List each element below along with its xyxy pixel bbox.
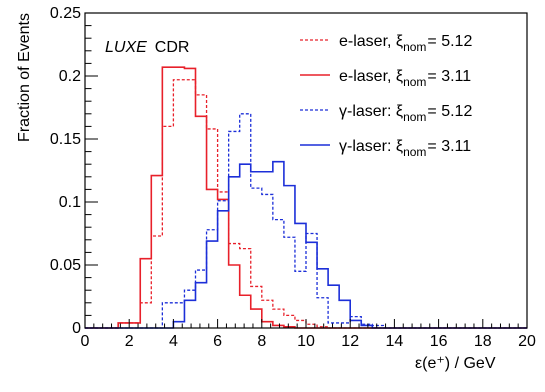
- legend-label-main: γ-laser: ξ: [339, 138, 403, 155]
- legend-label-subscript: nom: [403, 40, 426, 54]
- x-tick-label: 12: [341, 333, 359, 350]
- y-tick-label: 0.1: [59, 194, 81, 211]
- plot-frame: [84, 12, 528, 329]
- annotation-label: LUXE CDR: [105, 39, 189, 56]
- axes-layer: 0 2 4 6 8 10 12 14 16 18 20 0 0.05 0.1 0.15 0.2 0.25: [50, 5, 536, 350]
- y-tick-label: 0.25: [50, 5, 81, 22]
- legend-label-value: = 5.12: [427, 103, 472, 120]
- x-tick-label: 20: [518, 333, 536, 350]
- x-tick-label: 4: [169, 333, 178, 350]
- legend-label-main: e-laser, ξ: [339, 68, 403, 85]
- legend-label-subscript: nom: [403, 75, 426, 89]
- legend-label-main: γ-laser: ξ: [339, 103, 403, 120]
- x-tick-label: 10: [297, 333, 315, 350]
- x-tick-label: 14: [386, 333, 404, 350]
- x-tick-label: 2: [125, 333, 134, 350]
- legend-label-value: = 5.12: [427, 33, 472, 50]
- y-tick-label: 0.15: [50, 131, 81, 148]
- x-tick-label: 0: [81, 333, 90, 350]
- annotation-italic: LUXE: [105, 39, 147, 56]
- legend-label-subscript: nom: [403, 110, 426, 124]
- y-axis-title: Fraction of Events: [16, 13, 33, 142]
- y-tick-label: 0.05: [50, 257, 81, 274]
- legend-label-1: e-laser, ξnom= 5.12: [339, 33, 472, 54]
- legend-label-subscript: nom: [403, 145, 426, 159]
- x-tick-label: 6: [213, 333, 222, 350]
- x-tick-label: 16: [430, 333, 448, 350]
- legend-label-main: e-laser, ξ: [339, 33, 403, 50]
- annotation-normal: CDR: [155, 39, 190, 56]
- y-tick-label: 0.2: [59, 68, 81, 85]
- legend-label-value: = 3.11: [427, 138, 471, 155]
- x-tick-label: 8: [257, 333, 266, 350]
- y-tick-label: 0: [72, 320, 81, 337]
- legend-label-3: γ-laser: ξnom= 5.12: [339, 103, 472, 124]
- legend-label-value: = 3.11: [427, 68, 471, 85]
- x-axis-title: ε(e⁺) / GeV: [415, 355, 496, 372]
- x-tick-label: 18: [474, 333, 492, 350]
- legend: e-laser, ξnom= 5.12e-laser, ξnom= 3.11γ-…: [300, 33, 472, 159]
- legend-label-4: γ-laser: ξnom= 3.11: [339, 138, 471, 159]
- histogram-series-3: [85, 113, 527, 329]
- legend-label-2: e-laser, ξnom= 3.11: [339, 68, 471, 89]
